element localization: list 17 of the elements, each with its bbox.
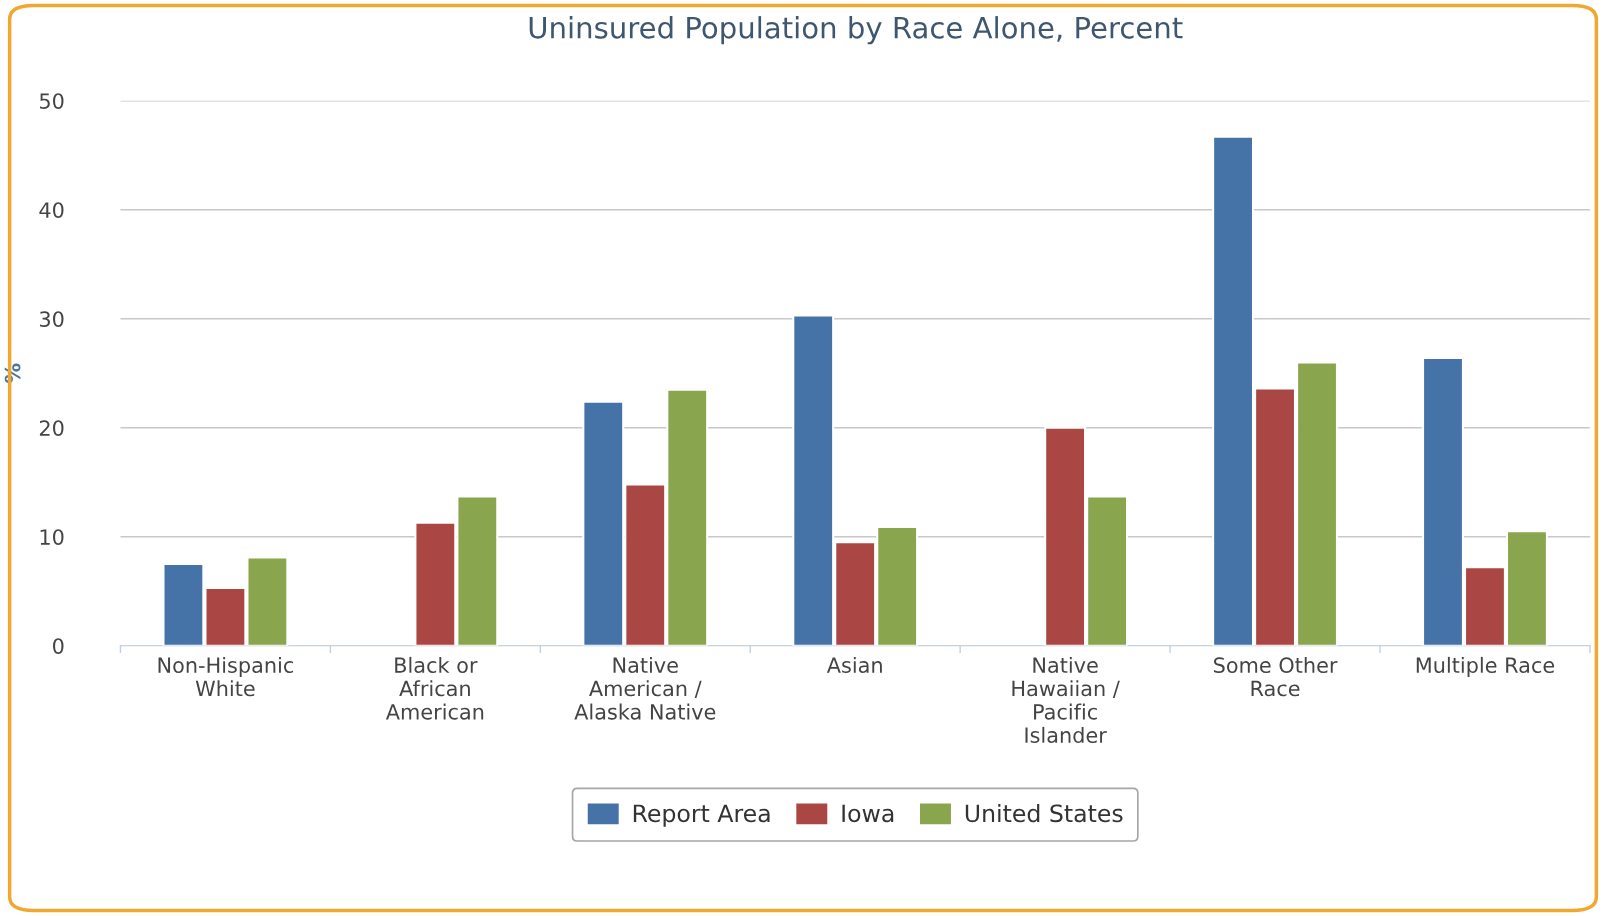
chart-title: Uninsured Population by Race Alone, Percent bbox=[529, 16, 1183, 45]
x-tick-label: Non-Hispanic White bbox=[158, 656, 294, 697]
legend-label: Report Area bbox=[633, 804, 770, 827]
x-tick-label: Multiple Race bbox=[1416, 656, 1555, 678]
x-tick-label: Black or African American bbox=[385, 656, 484, 720]
legend-label: United States bbox=[965, 803, 1123, 823]
x-tick-label: Native Hawaiian / Pacific Islander bbox=[1012, 656, 1120, 743]
y-tick-label: 50 bbox=[39, 93, 64, 109]
y-tick-label: 20 bbox=[39, 420, 64, 436]
y-tick-label: 10 bbox=[40, 529, 64, 545]
y-tick-label: 0 bbox=[53, 638, 64, 654]
y-tick-label: 40 bbox=[39, 202, 64, 218]
x-tick-label: Native American / Alaska Native bbox=[574, 656, 716, 720]
x-tick-label: Some Other Race bbox=[1213, 656, 1338, 697]
legend-label: Iowa bbox=[842, 804, 894, 823]
y-tick-label: 30 bbox=[39, 311, 64, 327]
x-tick-label: Asian bbox=[826, 656, 882, 674]
